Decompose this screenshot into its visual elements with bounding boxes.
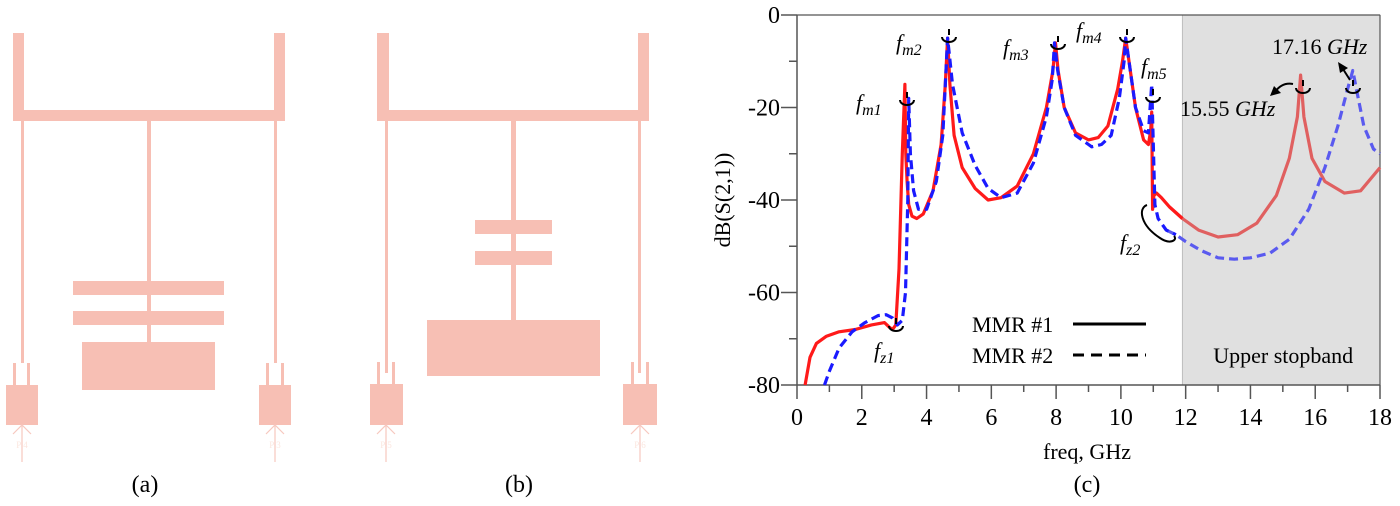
x-axis-label: freq, GHz bbox=[1043, 439, 1131, 464]
right-port-pad bbox=[259, 385, 291, 425]
stub-bar-2 bbox=[475, 251, 552, 265]
left-feed-line bbox=[385, 121, 388, 373]
marker-ring-icon bbox=[899, 99, 915, 106]
port-label-b-left: P 5 bbox=[380, 440, 392, 450]
stub-bar-1 bbox=[73, 281, 224, 295]
load-pad bbox=[82, 342, 215, 390]
annotation-label: fm2 bbox=[896, 30, 922, 59]
x-tick-label: 14 bbox=[1238, 405, 1262, 431]
x-tick-label: 12 bbox=[1174, 405, 1198, 431]
upper-stopband-region bbox=[1181, 14, 1381, 386]
axes: 0 -20 -40 -60 -80 0 2 4 6 8 10 12 14 16 18 bbox=[748, 3, 1392, 431]
left-prong-2 bbox=[392, 362, 395, 384]
arrow-icon bbox=[1270, 86, 1281, 96]
x-tick-label: 8 bbox=[1050, 405, 1062, 431]
right-feed-line bbox=[638, 121, 641, 373]
resonator-a bbox=[6, 33, 291, 425]
mmr-2-line bbox=[822, 36, 1177, 386]
upper-stopband-label: Upper stopband bbox=[1213, 343, 1353, 368]
x-tick-label: 16 bbox=[1303, 405, 1327, 431]
left-arm bbox=[13, 33, 24, 121]
right-prong-2 bbox=[646, 362, 649, 384]
y-tick-label: -40 bbox=[748, 188, 780, 214]
marker-ring-icon bbox=[1145, 96, 1161, 103]
annotations: fm1 fm2 fm3 fm4 fm5 fz1 fz2 15.55 GHz 17.16 GHz bbox=[856, 18, 1368, 367]
y-tick-label: -80 bbox=[748, 373, 780, 399]
center-stem bbox=[147, 121, 151, 343]
legend-label-mmr2: MMR #2 bbox=[972, 343, 1053, 368]
caption-c: (c) bbox=[1073, 472, 1101, 498]
caption-b: (b) bbox=[505, 472, 533, 498]
annotation-label: fm4 bbox=[1076, 18, 1102, 47]
x-tick-label: 2 bbox=[856, 405, 868, 431]
annotation-label: fm3 bbox=[1003, 35, 1029, 64]
y-axis-label: dB(S(2,1)) bbox=[710, 153, 735, 248]
right-prong-1 bbox=[631, 362, 634, 384]
right-arm bbox=[638, 33, 649, 121]
x-tick-label: 4 bbox=[921, 405, 933, 431]
marker-ring-icon bbox=[888, 325, 904, 332]
right-arm bbox=[274, 33, 285, 121]
marker-ring-icon bbox=[1050, 43, 1066, 50]
right-prong-2 bbox=[281, 363, 284, 385]
legend-label-mmr1: MMR #1 bbox=[972, 312, 1053, 337]
x-tick-label: 10 bbox=[1109, 405, 1133, 431]
y-tick-label: -20 bbox=[748, 96, 780, 122]
y-tick-label: 0 bbox=[768, 3, 780, 29]
x-tick-label: 18 bbox=[1368, 405, 1392, 431]
annotation-label: fz1 bbox=[874, 338, 894, 367]
port-label-a-right: P 3 bbox=[269, 440, 281, 450]
left-feed-line bbox=[21, 121, 24, 363]
series-lines bbox=[803, 36, 1382, 386]
port-label-b-right: P 6 bbox=[634, 440, 646, 450]
stub-bar-1 bbox=[475, 220, 552, 234]
arrow-icon bbox=[1338, 62, 1348, 73]
marker-ring-icon bbox=[1345, 87, 1361, 94]
mmr-1-line bbox=[803, 36, 1184, 386]
marker-ring-icon bbox=[1295, 87, 1311, 94]
right-feed-line bbox=[274, 121, 277, 363]
annotation-label: fz2 bbox=[1120, 230, 1140, 259]
peak1-label: 15.55 GHz bbox=[1180, 96, 1276, 121]
marker-ring-icon bbox=[941, 36, 957, 43]
port-arrows-a bbox=[12, 424, 285, 462]
top-bar bbox=[13, 110, 285, 121]
resonator-b bbox=[370, 33, 657, 425]
left-prong-1 bbox=[377, 362, 380, 384]
right-prong-1 bbox=[266, 363, 269, 385]
left-port-pad bbox=[6, 385, 38, 425]
mmr-1-line bbox=[1168, 73, 1382, 239]
left-arm bbox=[377, 33, 389, 121]
caption-a: (a) bbox=[131, 472, 159, 498]
left-prong-2 bbox=[27, 363, 30, 385]
left-port-pad bbox=[370, 384, 403, 425]
load-pad bbox=[427, 320, 600, 376]
fz2-marker-icon bbox=[1140, 204, 1176, 243]
annotation-label: fm1 bbox=[856, 90, 882, 119]
legend: MMR #1 MMR #2 bbox=[972, 312, 1146, 368]
annotation-label: fm5 bbox=[1141, 54, 1167, 83]
port-label-a-left: P 4 bbox=[16, 440, 28, 450]
x-tick-label: 0 bbox=[791, 405, 803, 431]
left-prong-1 bbox=[13, 363, 16, 385]
x-tick-label: 6 bbox=[985, 405, 997, 431]
port-arrows-b bbox=[376, 424, 650, 462]
stub-bar-2 bbox=[73, 311, 224, 325]
peak2-label: 17.16 GHz bbox=[1272, 34, 1368, 59]
marker-ring-icon bbox=[1119, 36, 1135, 43]
top-bar bbox=[377, 110, 649, 121]
y-tick-label: -60 bbox=[748, 281, 780, 307]
right-port-pad bbox=[623, 384, 657, 425]
